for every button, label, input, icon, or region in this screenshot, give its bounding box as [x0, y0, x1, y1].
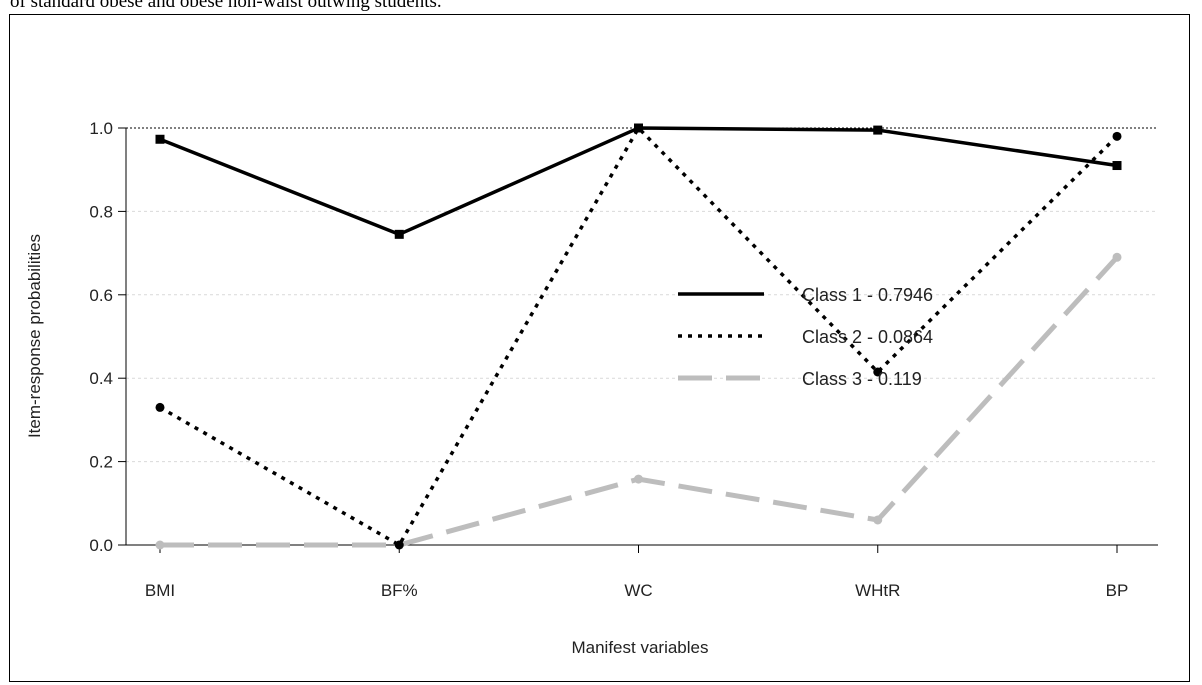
grid-lines: [126, 127, 1158, 546]
data-point: [873, 367, 883, 377]
y-tick-label: 0.0: [89, 536, 113, 555]
data-point: [394, 229, 404, 239]
data-point: [634, 474, 643, 484]
y-tick-label: 0.6: [89, 286, 113, 305]
x-tick-label: BMI: [145, 581, 175, 600]
data-point: [394, 540, 404, 550]
x-tick-label: WC: [624, 581, 652, 600]
data-point: [155, 540, 165, 550]
series-line: [159, 126, 1119, 547]
figure-caption: of standard obese and obese non-waist ou…: [10, 0, 442, 11]
y-tick-label: 0.8: [89, 202, 113, 221]
series-lines: [155, 123, 1122, 550]
x-tick-label: WHtR: [855, 581, 900, 600]
legend-entry: Class 1 - 0.7946: [802, 285, 933, 305]
x-tick-label: BF%: [381, 581, 418, 600]
y-tick-label: 0.4: [89, 369, 113, 388]
data-point: [1112, 161, 1122, 171]
data-point: [634, 123, 643, 133]
axes: 0.0 0.2 0.4 0.6 0.8 1.0 BMI BF% WC WHtR BP: [89, 119, 1158, 600]
legend: Class 1 - 0.7946 Class 2 - 0.0864 Class 3 …: [678, 285, 933, 389]
x-tick-label: BP: [1106, 581, 1129, 600]
y-tick-label: 0.2: [89, 453, 113, 472]
data-point: [873, 125, 883, 135]
series-line: [159, 126, 1118, 237]
data-point: [155, 134, 165, 144]
legend-entry: Class 3 - 0.119: [802, 369, 922, 389]
data-point: [155, 402, 165, 412]
figure-frame: [9, 14, 1190, 682]
data-point: [1112, 252, 1122, 262]
x-axis-title: Manifest variables: [571, 638, 708, 657]
y-tick-label: 1.0: [89, 119, 113, 138]
data-point: [1112, 131, 1122, 141]
y-axis-title: Item-response probabilities: [25, 234, 44, 438]
data-point: [873, 515, 883, 525]
legend-entry: Class 2 - 0.0864: [802, 327, 933, 347]
series-line: [160, 255, 1119, 548]
